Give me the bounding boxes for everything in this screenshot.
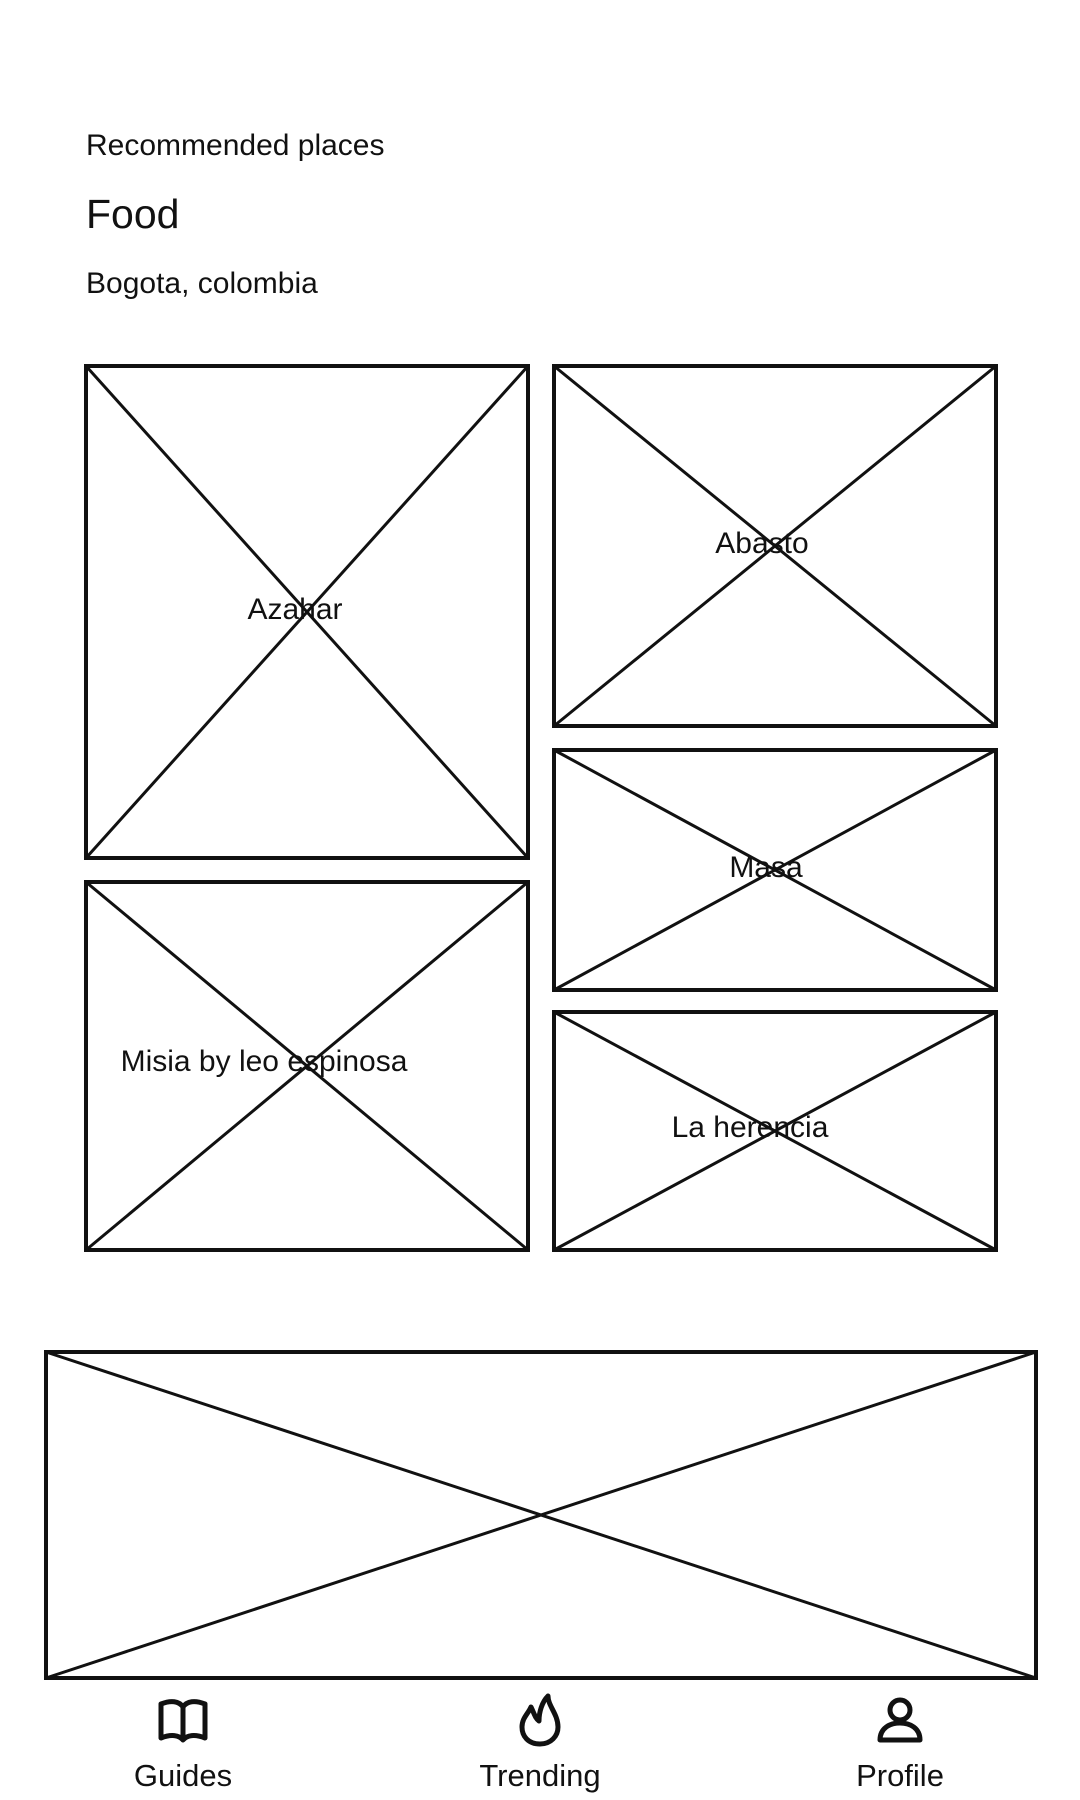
place-card-masa[interactable]: Masa	[552, 748, 998, 992]
flame-icon	[519, 1693, 561, 1747]
image-placeholder-icon	[552, 364, 998, 728]
nav-item-trending[interactable]: Trending	[430, 1690, 650, 1800]
place-name: Masa	[729, 851, 803, 884]
place-name: Misia by leo espinosa	[120, 1045, 408, 1078]
nav-label: Trending	[479, 1758, 601, 1793]
nav-item-guides[interactable]: Guides	[73, 1690, 293, 1800]
place-card-azahar[interactable]: Azahar	[84, 364, 530, 860]
image-placeholder-icon	[84, 880, 530, 1252]
image-placeholder-icon	[84, 364, 530, 860]
place-name: Abasto	[715, 527, 809, 560]
location-label: Bogota, colombia	[86, 267, 318, 300]
image-placeholder-icon	[552, 748, 998, 992]
banner-image[interactable]	[44, 1350, 1038, 1680]
place-card-abasto[interactable]: Abasto	[552, 364, 998, 728]
nav-label: Guides	[133, 1758, 233, 1793]
book-icon	[158, 1699, 208, 1743]
place-card-la-herencia[interactable]: La herencia	[552, 1010, 998, 1252]
place-card-misia[interactable]: Misia by leo espinosa	[84, 880, 530, 1252]
place-name: La herencia	[671, 1111, 829, 1144]
nav-item-profile[interactable]: Profile	[790, 1690, 1010, 1800]
section-overline: Recommended places	[86, 129, 385, 162]
nav-label: Profile	[856, 1758, 944, 1793]
image-placeholder-icon	[44, 1350, 1038, 1680]
person-icon	[877, 1697, 923, 1743]
page-title: Food	[86, 191, 180, 237]
place-name: Azahar	[247, 593, 343, 626]
image-placeholder-icon	[552, 1010, 998, 1252]
